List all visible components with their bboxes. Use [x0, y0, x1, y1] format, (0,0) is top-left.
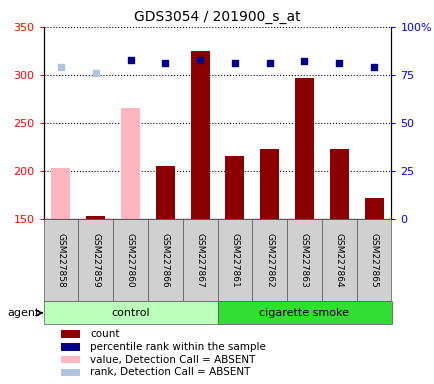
- Point: [127, 56, 134, 63]
- Point: [161, 60, 168, 66]
- Bar: [121, 109, 140, 219]
- Text: GSM227865: GSM227865: [369, 233, 378, 288]
- Bar: [86, 216, 105, 219]
- Text: cigarette smoke: cigarette smoke: [259, 308, 349, 318]
- Text: percentile rank within the sample: percentile rank within the sample: [90, 341, 266, 352]
- Bar: [43, 301, 217, 324]
- Text: rank, Detection Call = ABSENT: rank, Detection Call = ABSENT: [90, 367, 250, 377]
- Bar: [78, 219, 113, 301]
- Text: agent: agent: [8, 308, 40, 318]
- Point: [92, 70, 99, 76]
- Bar: [148, 219, 182, 301]
- Bar: [217, 301, 391, 324]
- Text: GSM227861: GSM227861: [230, 233, 239, 288]
- Text: value, Detection Call = ABSENT: value, Detection Call = ABSENT: [90, 354, 255, 364]
- Text: control: control: [111, 308, 149, 318]
- Bar: [329, 149, 348, 219]
- Point: [370, 64, 377, 70]
- Bar: [61, 356, 80, 364]
- Bar: [182, 219, 217, 301]
- Bar: [190, 51, 209, 219]
- Text: count: count: [90, 329, 120, 339]
- Point: [231, 60, 238, 66]
- Bar: [294, 78, 313, 219]
- Bar: [217, 219, 252, 301]
- Point: [335, 60, 342, 66]
- Bar: [61, 329, 80, 338]
- Point: [300, 58, 307, 65]
- Bar: [260, 149, 279, 219]
- Point: [57, 64, 64, 70]
- Bar: [252, 219, 286, 301]
- Text: GSM227858: GSM227858: [56, 233, 65, 288]
- Point: [266, 60, 273, 66]
- Text: GSM227859: GSM227859: [91, 233, 100, 288]
- Bar: [113, 219, 148, 301]
- Point: [196, 56, 203, 63]
- Text: GSM227867: GSM227867: [195, 233, 204, 288]
- Title: GDS3054 / 201900_s_at: GDS3054 / 201900_s_at: [134, 10, 300, 25]
- Bar: [364, 198, 383, 219]
- Bar: [356, 219, 391, 301]
- Text: GSM227864: GSM227864: [334, 233, 343, 288]
- Bar: [286, 219, 321, 301]
- Bar: [61, 343, 80, 351]
- Bar: [321, 219, 356, 301]
- Text: GSM227863: GSM227863: [299, 233, 308, 288]
- Bar: [51, 168, 70, 219]
- Text: GSM227866: GSM227866: [161, 233, 169, 288]
- Text: GSM227860: GSM227860: [126, 233, 135, 288]
- Bar: [43, 219, 78, 301]
- Text: GSM227862: GSM227862: [265, 233, 273, 288]
- Bar: [61, 369, 80, 376]
- Bar: [155, 166, 174, 219]
- Bar: [225, 157, 244, 219]
